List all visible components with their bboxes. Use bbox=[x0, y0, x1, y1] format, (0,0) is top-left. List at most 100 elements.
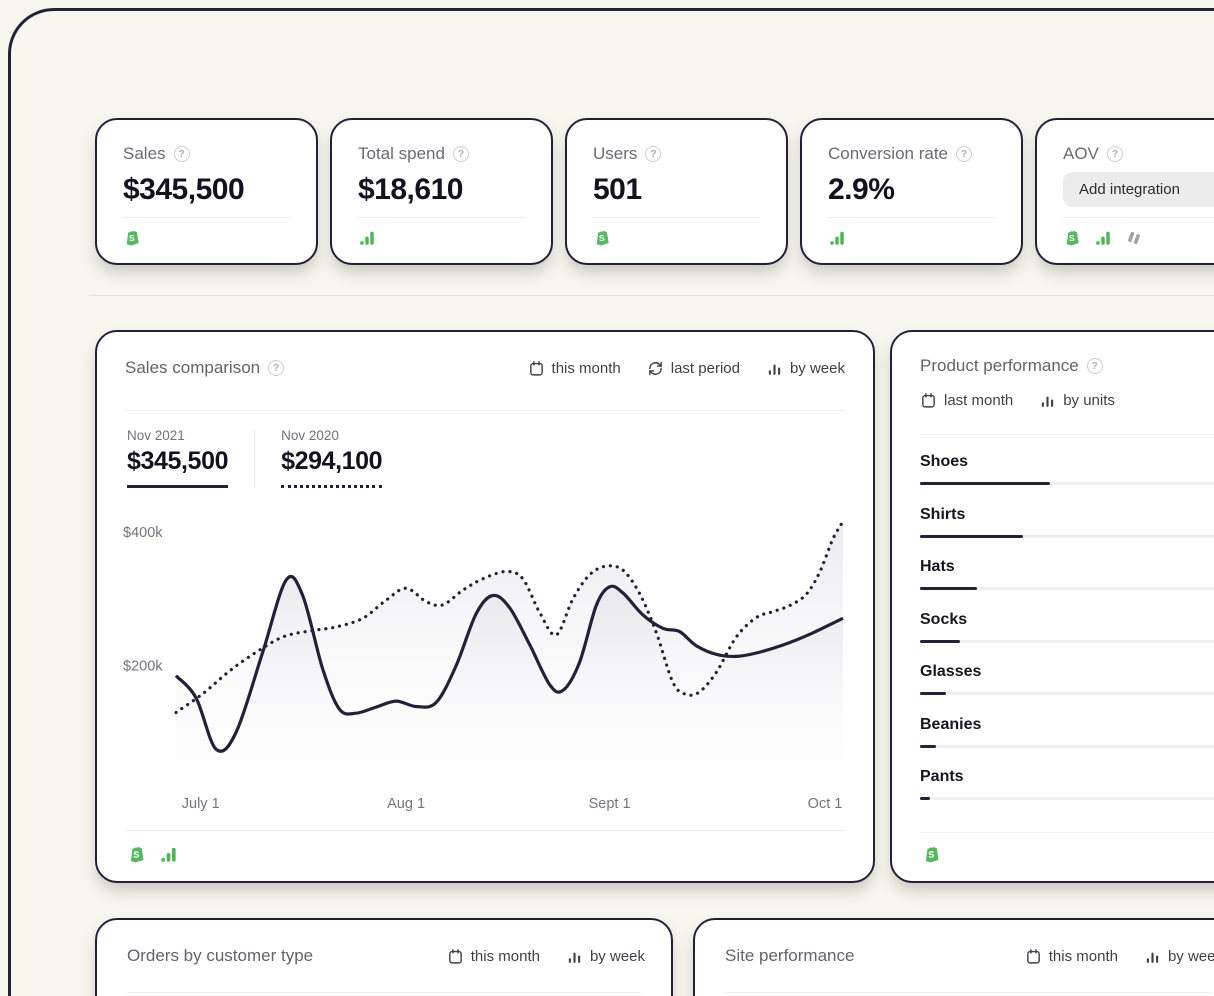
stat-card-users: Users ? 501 S bbox=[565, 118, 788, 265]
filter-by-week[interactable]: by week bbox=[1144, 948, 1214, 965]
product-name: Shirts bbox=[920, 505, 966, 523]
stat-card-value: $345,500 bbox=[123, 173, 245, 206]
filter-label: this month bbox=[470, 947, 540, 965]
product-bar-track bbox=[920, 482, 1214, 485]
legend-period: Nov 2021 bbox=[127, 428, 185, 443]
series-line-solid bbox=[174, 574, 844, 753]
product-row[interactable]: Shirts20% — 12,200 bbox=[920, 497, 1214, 550]
x-axis-label: July 1 bbox=[182, 796, 220, 812]
product-row[interactable]: Pants3% — 1,200 bbox=[920, 759, 1214, 812]
svg-text:S: S bbox=[129, 233, 135, 243]
legend-item-nov-2020[interactable]: Nov 2020 $294,100 bbox=[281, 428, 383, 488]
product-bar-track bbox=[920, 587, 1214, 590]
product-bar-track bbox=[920, 534, 1214, 538]
shopify-icon: S bbox=[593, 229, 611, 247]
filter-label: by week bbox=[789, 359, 845, 377]
divider bbox=[358, 217, 525, 218]
svg-text:S: S bbox=[928, 850, 934, 860]
legend-value: $294,100 bbox=[281, 447, 383, 488]
filter-this-month[interactable]: this month bbox=[1025, 948, 1118, 965]
filter-label: last period bbox=[670, 359, 740, 377]
filter-label: last month bbox=[944, 392, 1014, 409]
filter-this-month[interactable]: this month bbox=[447, 948, 540, 965]
divider bbox=[127, 992, 641, 993]
svg-text:S: S bbox=[133, 850, 139, 860]
product-row[interactable]: Socks15% — 10,200 bbox=[920, 602, 1214, 655]
analytics-bars-icon bbox=[358, 229, 376, 247]
stat-card-header: Sales ? bbox=[123, 144, 290, 164]
panel-header: Site performance this month by week bbox=[725, 946, 1214, 966]
filter-label: this month bbox=[1048, 947, 1118, 965]
filter-last-period[interactable]: last period bbox=[647, 360, 740, 377]
help-icon[interactable]: ? bbox=[956, 146, 973, 162]
product-bar-track bbox=[920, 639, 1214, 643]
source-icons: S bbox=[127, 844, 178, 864]
stat-card-title: Users bbox=[593, 144, 638, 163]
product-name: Socks bbox=[920, 610, 968, 628]
product-bar-fill bbox=[920, 692, 946, 695]
source-icons: S bbox=[1063, 229, 1214, 247]
help-icon[interactable]: ? bbox=[645, 146, 662, 162]
calendar-icon bbox=[920, 392, 937, 409]
stat-card-aov: AOV ? Add integration S bbox=[1035, 118, 1214, 265]
help-icon[interactable]: ? bbox=[452, 146, 469, 162]
product-row[interactable]: Glasses14% — 9,200 bbox=[920, 654, 1214, 707]
chart-legend: Nov 2021 $345,500 Nov 2020 $294,100 bbox=[127, 428, 383, 488]
help-icon[interactable]: ? bbox=[268, 360, 285, 376]
stat-card-sales: Sales ? $345,500 S bbox=[95, 118, 318, 265]
stat-card-header: Total spend ? bbox=[358, 144, 525, 164]
panel-title: Orders by customer type bbox=[127, 946, 314, 965]
divider bbox=[920, 434, 1214, 435]
panel-header: Product performance ? bbox=[920, 356, 1103, 376]
product-bar-fill bbox=[920, 797, 930, 800]
product-bar-track bbox=[920, 744, 1214, 748]
product-name: Glasses bbox=[920, 663, 982, 680]
product-row[interactable]: Hats18% — 11,200 bbox=[920, 549, 1214, 602]
bar-chart-icon bbox=[1144, 948, 1161, 965]
product-name: Hats bbox=[920, 558, 955, 575]
source-icons: S bbox=[593, 229, 760, 247]
divider bbox=[125, 410, 845, 411]
stat-card-value: $18,610 bbox=[358, 173, 463, 206]
help-icon[interactable]: ? bbox=[1086, 358, 1103, 374]
filter-by-week[interactable]: by week bbox=[566, 948, 645, 965]
filter-by-units[interactable]: by units bbox=[1039, 392, 1115, 409]
x-axis-label: Oct 1 bbox=[808, 796, 843, 812]
product-name: Beanies bbox=[920, 715, 982, 733]
bar-chart-icon bbox=[566, 948, 583, 965]
integration-icon bbox=[1125, 229, 1143, 247]
panel-controls: this month by week bbox=[447, 948, 645, 965]
divider bbox=[125, 830, 845, 831]
legend-value: $345,500 bbox=[127, 447, 228, 488]
analytics-bars-icon bbox=[828, 229, 846, 247]
stat-card-conversion-rate: Conversion rate ? 2.9% bbox=[800, 118, 1023, 265]
product-list: Shoes32% — 14,200Shirts20% — 12,200Hats1… bbox=[920, 444, 1214, 812]
orders-by-customer-type-panel: Orders by customer type this month by we… bbox=[95, 918, 673, 996]
divider bbox=[123, 217, 290, 218]
stat-card-value: 2.9% bbox=[828, 173, 895, 206]
product-performance-panel: Product performance ? last month by unit… bbox=[890, 330, 1214, 883]
x-axis-label: Sept 1 bbox=[589, 796, 631, 812]
add-integration-button[interactable]: Add integration bbox=[1063, 172, 1214, 207]
product-row[interactable]: Beanies5% — 4,200 bbox=[920, 707, 1214, 760]
product-bar-track bbox=[920, 692, 1214, 695]
help-icon[interactable]: ? bbox=[1106, 146, 1123, 162]
legend-item-nov-2021[interactable]: Nov 2021 $345,500 bbox=[127, 428, 228, 488]
series-line-dotted bbox=[174, 519, 845, 715]
help-icon[interactable]: ? bbox=[173, 146, 190, 162]
shopify-icon: S bbox=[1063, 229, 1081, 247]
product-row[interactable]: Shoes32% — 14,200 bbox=[920, 444, 1214, 497]
product-bar-fill bbox=[920, 639, 960, 643]
filter-label: by week bbox=[589, 947, 645, 965]
filter-label: by units bbox=[1063, 392, 1115, 409]
divider bbox=[593, 217, 760, 218]
y-axis-label: $200k bbox=[123, 659, 163, 675]
filter-label: by week bbox=[1167, 947, 1214, 965]
filter-last-month[interactable]: last month bbox=[920, 392, 1013, 409]
legend-period: Nov 2020 bbox=[281, 428, 339, 443]
panel-controls: last month by units bbox=[920, 392, 1115, 409]
filter-this-month[interactable]: this month bbox=[528, 360, 621, 377]
stat-card-header: AOV ? bbox=[1063, 144, 1214, 164]
filter-by-week[interactable]: by week bbox=[766, 360, 845, 377]
panel-header: Sales comparison ? this month last perio… bbox=[125, 358, 845, 378]
